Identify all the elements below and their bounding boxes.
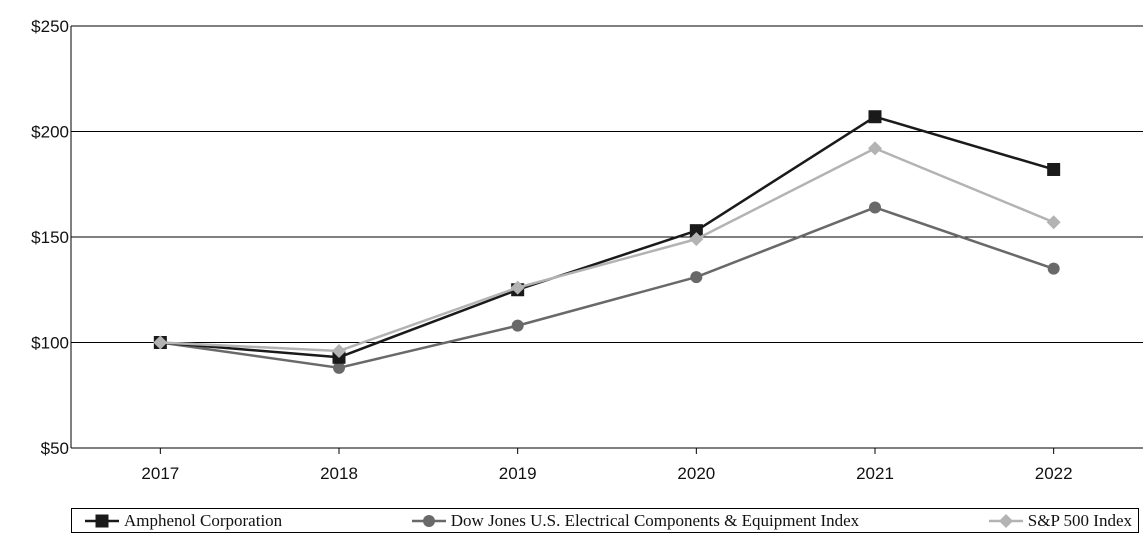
data-point xyxy=(868,141,882,156)
x-tick-label: 2019 xyxy=(499,464,537,483)
series-group xyxy=(153,110,1061,374)
data-point xyxy=(153,335,168,350)
legend-swatch-icon xyxy=(85,514,119,527)
legend-label: Amphenol Corporation xyxy=(124,510,283,530)
x-tick-label: 2018 xyxy=(320,464,358,483)
data-point xyxy=(1046,215,1061,230)
legend-item: S&P 500 Index xyxy=(988,511,1132,531)
series-line xyxy=(160,115,1055,359)
series-2 xyxy=(153,141,1061,358)
data-point xyxy=(1047,262,1060,275)
x-tick-label: 2017 xyxy=(141,464,179,483)
y-tick-label: $100 xyxy=(31,334,69,353)
data-point xyxy=(1047,162,1061,176)
y-axis-tick-labels: $50 $100 $150 $200 $250 xyxy=(31,17,69,458)
data-point xyxy=(510,280,525,295)
x-tick-label: 2022 xyxy=(1035,464,1073,483)
data-point xyxy=(689,224,703,238)
data-point xyxy=(511,319,524,332)
x-axis-tick-labels: 2017 2018 2019 2020 2021 2022 xyxy=(141,448,1073,483)
y-tick-label: $250 xyxy=(31,17,69,36)
legend-label: S&P 500 Index xyxy=(1027,510,1132,530)
y-tick-label: $50 xyxy=(41,439,69,458)
data-point xyxy=(690,271,703,284)
data-point xyxy=(868,110,882,124)
legend-swatch-marker xyxy=(95,514,109,527)
grid-lines xyxy=(70,25,1143,449)
legend-item: Amphenol Corporation xyxy=(84,511,282,531)
y-tick-label: $200 xyxy=(31,123,69,142)
series-line xyxy=(160,147,1055,353)
data-point xyxy=(869,201,881,214)
data-point xyxy=(333,361,345,374)
legend-item: Dow Jones U.S. Electrical Components & E… xyxy=(411,511,859,531)
legend-swatch-marker xyxy=(422,514,435,527)
data-point xyxy=(689,232,704,247)
series-line xyxy=(160,206,1055,370)
legend: Amphenol Corporation Dow Jones U.S. Elect… xyxy=(71,508,1139,533)
legend-swatch-icon xyxy=(411,514,446,527)
x-tick-label: 2021 xyxy=(856,464,894,483)
data-point xyxy=(332,343,346,358)
legend-label: Dow Jones U.S. Electrical Components & E… xyxy=(450,510,860,530)
legend-swatch-marker xyxy=(998,513,1013,528)
legend-swatch-icon xyxy=(988,513,1023,528)
x-tick-label: 2020 xyxy=(677,464,715,483)
y-tick-label: $150 xyxy=(31,228,69,247)
